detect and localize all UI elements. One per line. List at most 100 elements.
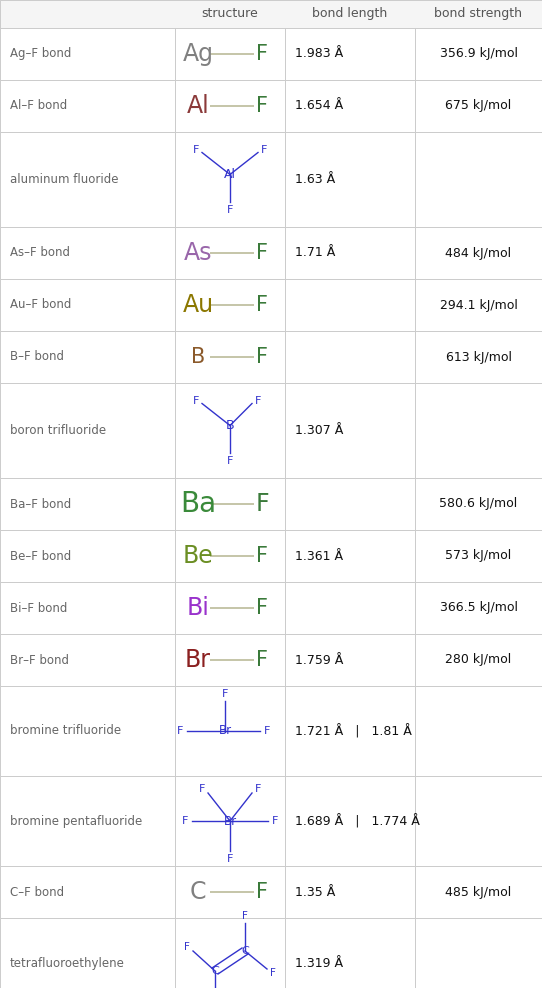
Bar — [415, 0, 542, 28]
Text: 1.307 Å: 1.307 Å — [295, 424, 344, 437]
Text: F: F — [256, 44, 268, 64]
Text: F: F — [256, 546, 268, 566]
Text: B–F bond: B–F bond — [10, 351, 64, 364]
Text: Ba–F bond: Ba–F bond — [10, 498, 71, 511]
Bar — [0, 634, 175, 686]
Text: 1.71 Å: 1.71 Å — [295, 246, 335, 260]
Text: Al: Al — [186, 94, 209, 118]
Text: As: As — [184, 241, 212, 265]
Text: structure: structure — [202, 8, 259, 21]
Text: F: F — [256, 598, 268, 618]
Bar — [0, 0, 175, 28]
Text: F: F — [272, 816, 278, 826]
Text: 580.6 kJ/mol: 580.6 kJ/mol — [440, 498, 518, 511]
Bar — [0, 279, 175, 331]
Text: tetrafluoroethylene: tetrafluoroethylene — [10, 956, 125, 969]
Bar — [415, 227, 542, 279]
Bar — [175, 132, 285, 227]
Text: F: F — [256, 96, 268, 116]
Text: 294.1 kJ/mol: 294.1 kJ/mol — [440, 298, 518, 311]
Text: 1.35 Å: 1.35 Å — [295, 885, 335, 898]
Bar — [0, 383, 175, 478]
Text: F: F — [227, 206, 233, 215]
Bar — [175, 28, 285, 80]
Text: Br–F bond: Br–F bond — [10, 653, 69, 667]
Text: bond strength: bond strength — [435, 8, 522, 21]
Text: 356.9 kJ/mol: 356.9 kJ/mol — [440, 47, 518, 60]
Bar — [175, 582, 285, 634]
Text: Br: Br — [185, 648, 211, 672]
Bar — [285, 227, 415, 279]
Bar — [175, 478, 285, 530]
Text: Au: Au — [183, 293, 214, 317]
Text: F: F — [261, 145, 267, 155]
Text: 675 kJ/mol: 675 kJ/mol — [446, 100, 512, 113]
Bar — [0, 0, 542, 28]
Text: 280 kJ/mol: 280 kJ/mol — [446, 653, 512, 667]
Text: 573 kJ/mol: 573 kJ/mol — [446, 549, 512, 562]
Bar — [415, 478, 542, 530]
Bar — [0, 582, 175, 634]
Bar — [175, 331, 285, 383]
Bar — [285, 776, 415, 866]
Bar — [0, 227, 175, 279]
Text: 1.63 Å: 1.63 Å — [295, 173, 335, 186]
Text: C: C — [241, 946, 249, 956]
Bar — [175, 918, 285, 988]
Text: Al–F bond: Al–F bond — [10, 100, 67, 113]
Text: F: F — [255, 784, 261, 794]
Text: F: F — [177, 726, 183, 736]
Bar — [285, 28, 415, 80]
Bar — [415, 279, 542, 331]
Text: C: C — [190, 880, 207, 904]
Bar — [415, 582, 542, 634]
Bar — [415, 918, 542, 988]
Text: F: F — [256, 295, 268, 315]
Text: 1.759 Å: 1.759 Å — [295, 653, 344, 667]
Bar — [415, 634, 542, 686]
Text: F: F — [227, 854, 233, 864]
Text: F: F — [256, 347, 268, 367]
Bar — [285, 866, 415, 918]
Text: F: F — [193, 145, 199, 155]
Text: F: F — [264, 726, 270, 736]
Text: 1.983 Å: 1.983 Å — [295, 47, 343, 60]
Text: 613 kJ/mol: 613 kJ/mol — [446, 351, 512, 364]
Text: F: F — [222, 689, 228, 699]
Text: Be–F bond: Be–F bond — [10, 549, 71, 562]
Text: 1.654 Å: 1.654 Å — [295, 100, 343, 113]
Text: 1.721 Å   |   1.81 Å: 1.721 Å | 1.81 Å — [295, 724, 412, 738]
Text: boron trifluoride: boron trifluoride — [10, 424, 106, 437]
Bar — [285, 132, 415, 227]
Text: 1.689 Å   |   1.774 Å: 1.689 Å | 1.774 Å — [295, 814, 420, 828]
Bar — [415, 28, 542, 80]
Text: F: F — [193, 396, 199, 406]
Bar — [0, 866, 175, 918]
Bar — [175, 279, 285, 331]
Bar — [0, 530, 175, 582]
Bar — [285, 331, 415, 383]
Bar — [175, 530, 285, 582]
Bar — [175, 0, 285, 28]
Bar — [415, 686, 542, 776]
Text: Br: Br — [218, 724, 231, 737]
Text: aluminum fluoride: aluminum fluoride — [10, 173, 119, 186]
Bar — [175, 866, 285, 918]
Text: C–F bond: C–F bond — [10, 885, 64, 898]
Bar — [415, 530, 542, 582]
Bar — [0, 28, 175, 80]
Bar — [285, 279, 415, 331]
Text: bromine pentafluoride: bromine pentafluoride — [10, 814, 142, 828]
Bar — [415, 866, 542, 918]
Text: C: C — [211, 966, 219, 976]
Text: F: F — [270, 968, 276, 978]
Text: bromine trifluoride: bromine trifluoride — [10, 724, 121, 737]
Bar — [175, 383, 285, 478]
Bar — [415, 776, 542, 866]
Text: F: F — [184, 942, 190, 952]
Bar — [285, 80, 415, 132]
Text: 1.361 Å: 1.361 Å — [295, 549, 343, 562]
Bar — [0, 331, 175, 383]
Bar — [175, 634, 285, 686]
Text: Ag: Ag — [183, 42, 214, 66]
